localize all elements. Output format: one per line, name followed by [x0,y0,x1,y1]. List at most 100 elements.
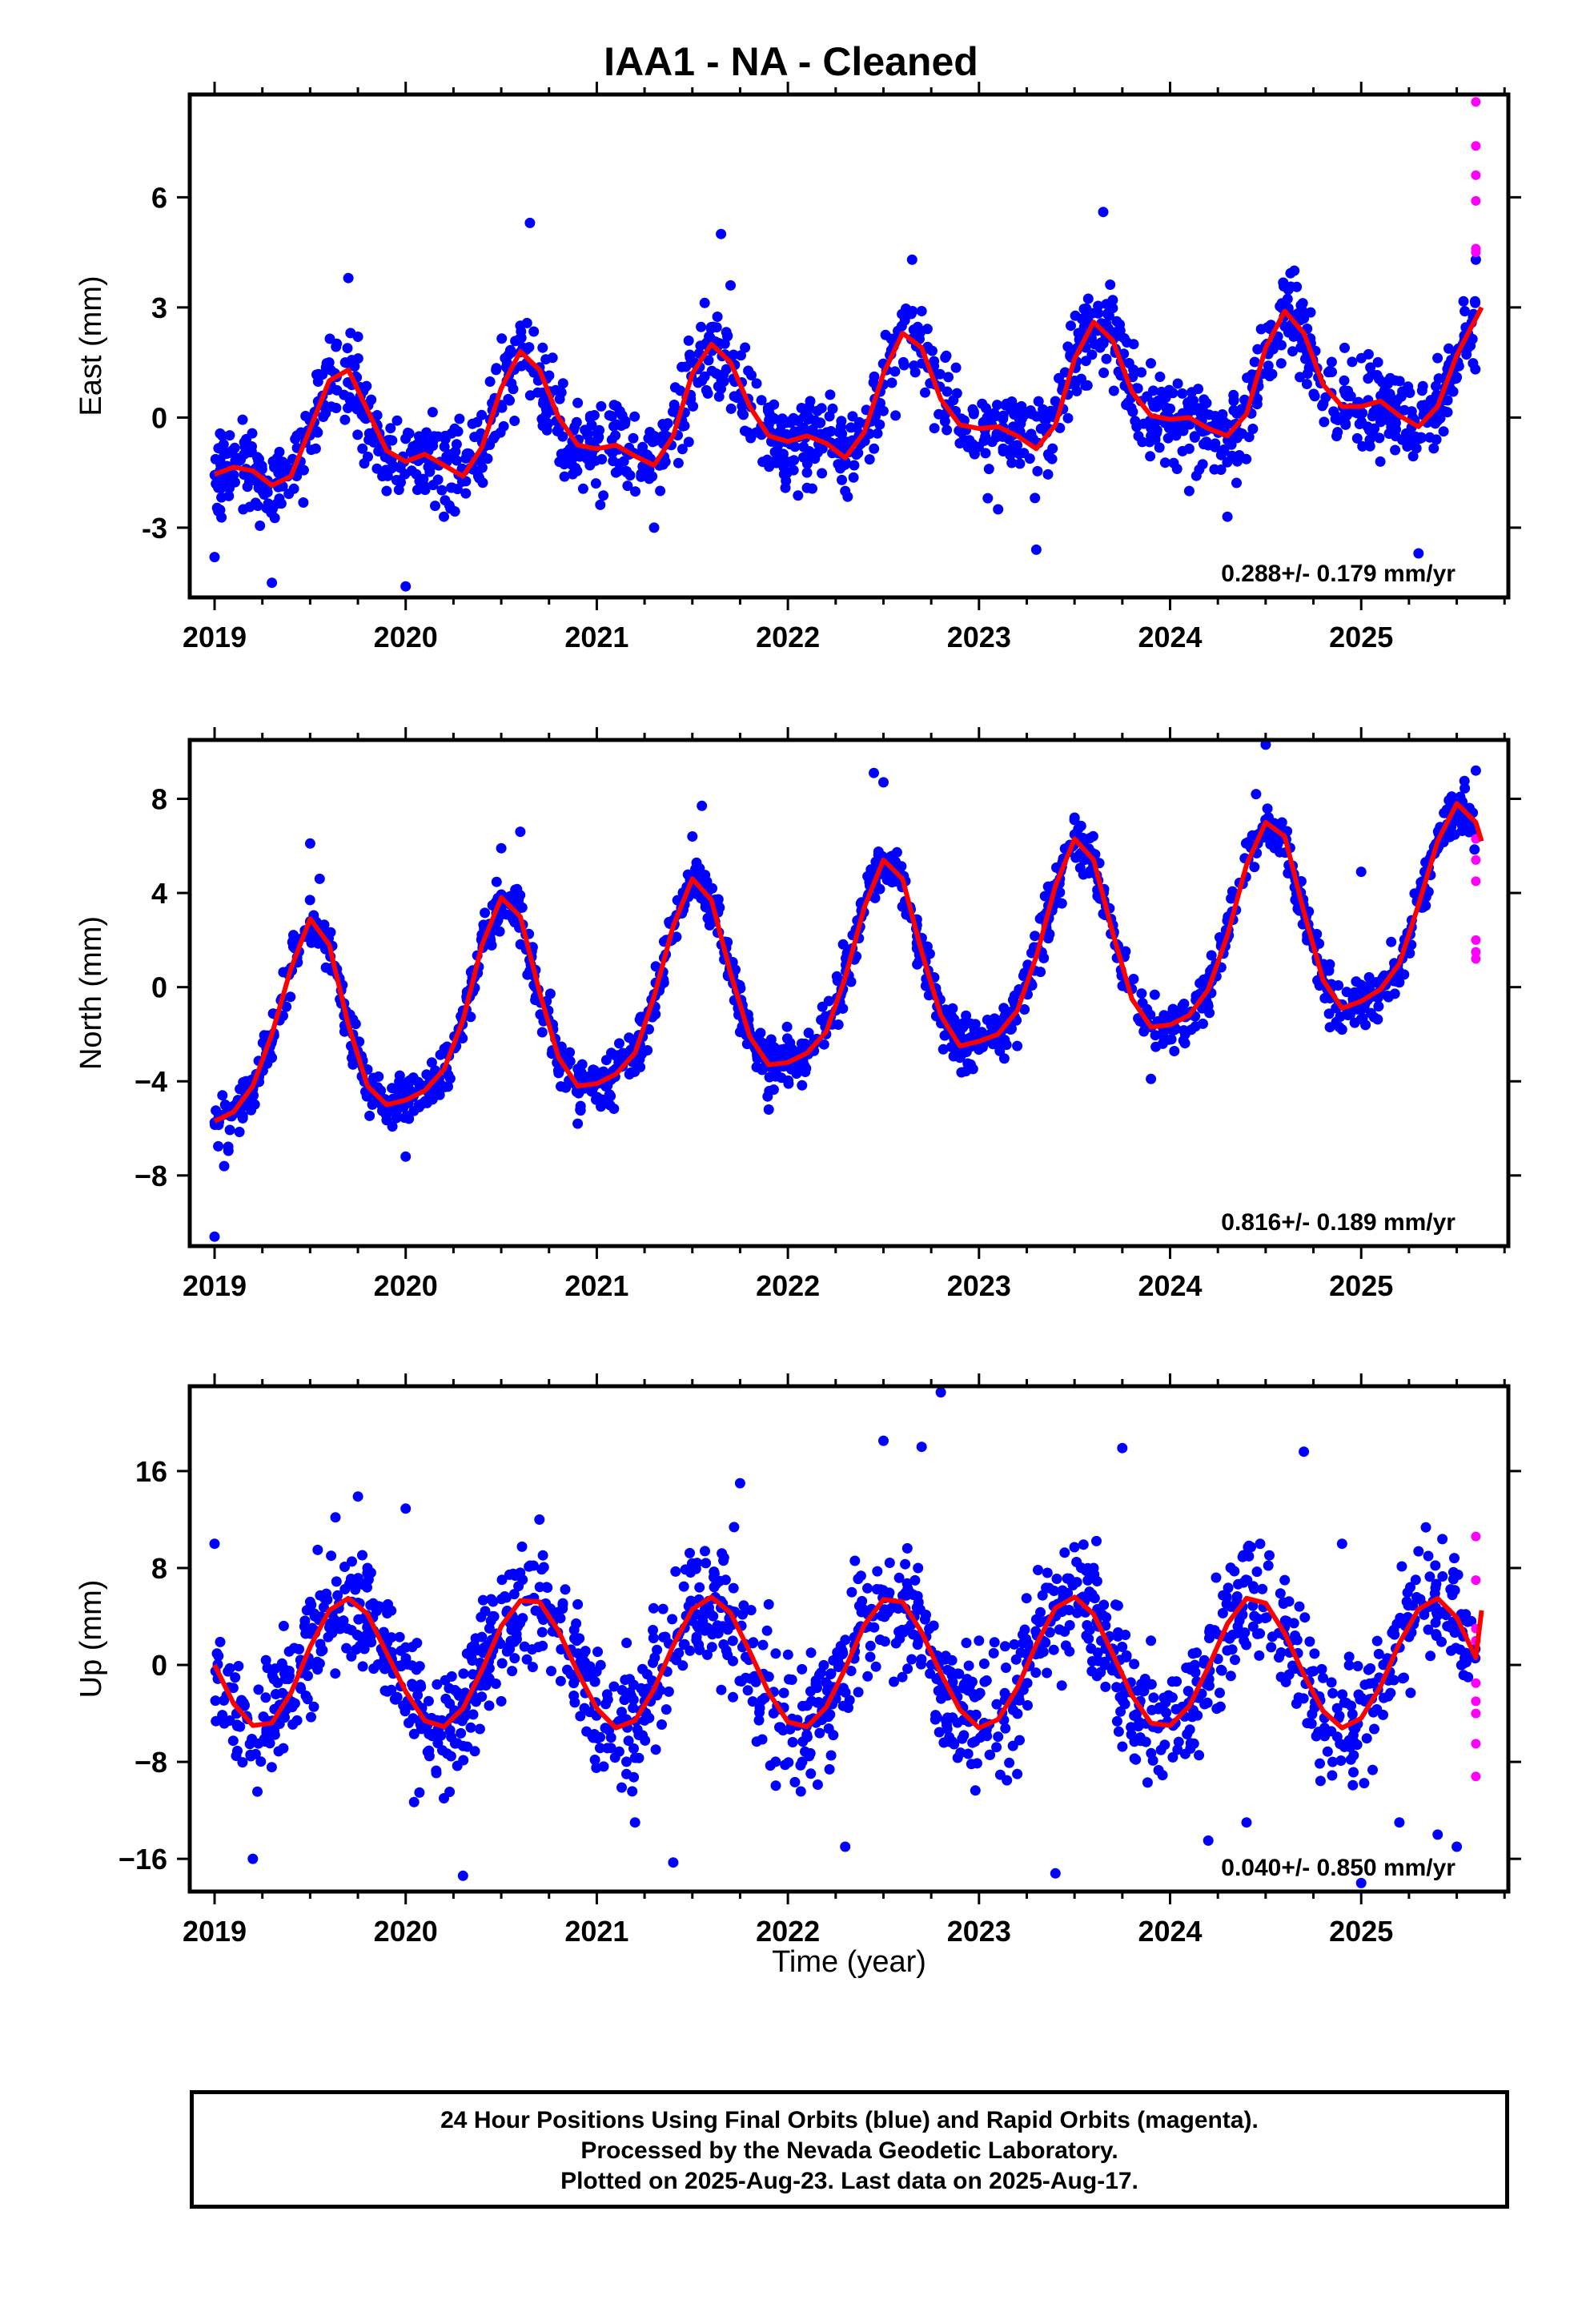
final-point [299,1615,311,1626]
final-point [940,1651,951,1662]
final-point [441,451,452,462]
final-point [1086,1643,1097,1654]
final-point [807,424,818,435]
final-point [783,1078,794,1089]
final-point [1346,1700,1357,1711]
final-point [1078,832,1088,843]
final-point [1179,1748,1191,1759]
final-point [310,443,321,454]
final-point [991,1742,1002,1753]
final-point [313,368,324,380]
final-point [1062,341,1074,352]
final-point [1102,308,1113,320]
final-point [1275,846,1285,858]
final-orbit-points [209,739,1481,1242]
panel-2: 2019 2020 2021 2022 2023 2024 2025−16−80816Up … [74,1373,1521,1948]
final-point [1276,340,1287,351]
final-point [1363,373,1374,384]
final-point [992,1039,1003,1050]
final-point [291,1715,303,1726]
final-point [1126,1729,1137,1740]
final-point [452,484,463,495]
final-point [713,381,724,392]
final-point [476,1611,487,1622]
final-point [1177,388,1188,399]
final-point [991,428,1002,440]
final-point [260,1692,271,1703]
final-point [1066,1576,1077,1587]
final-point [536,1564,548,1575]
final-point [501,1646,512,1657]
final-point [853,416,865,428]
final-point [371,463,383,474]
final-point [942,386,953,397]
final-point [947,1677,958,1687]
final-point [331,341,342,352]
final-point [694,1582,705,1593]
final-point [797,1080,808,1091]
final-point [872,428,883,439]
y-tick-label: −8 [135,1160,167,1192]
final-point [885,333,897,344]
final-point [1147,1755,1158,1766]
final-point [934,1727,945,1738]
final-point [352,1491,363,1502]
final-point [247,428,258,439]
final-point [1117,1642,1128,1652]
final-point [734,1478,745,1489]
final-point [1252,393,1263,404]
final-point [728,1691,738,1703]
final-point [454,413,465,424]
final-point [278,1743,289,1754]
final-point [444,1725,456,1735]
final-point [215,460,227,471]
final-point [1034,1648,1046,1659]
final-point [940,1004,951,1015]
final-point [1306,1718,1317,1729]
final-point [1048,1644,1059,1655]
final-point [496,333,508,344]
final-point [1359,1679,1371,1691]
final-point [598,1066,609,1077]
final-point [797,1736,809,1747]
final-point [491,364,502,376]
final-point [404,1718,414,1728]
final-point [608,420,619,432]
final-point [878,1435,889,1446]
final-point [1186,387,1197,398]
final-point [1305,307,1316,318]
final-point [1299,313,1310,324]
final-point [1249,862,1260,873]
final-point [1309,391,1320,402]
final-point [1216,1665,1227,1676]
final-point [857,1595,868,1606]
final-point [747,1638,758,1649]
final-point [925,1668,936,1679]
final-point [468,1709,479,1720]
final-point [1004,1757,1015,1768]
final-point [1018,1629,1028,1640]
final-point [594,1743,605,1754]
final-point [560,1082,571,1092]
final-point [302,1694,313,1705]
final-point [812,1779,823,1790]
final-point [1042,1667,1053,1679]
final-point [827,403,838,414]
final-point [238,504,249,515]
final-point [1161,402,1172,413]
final-point [837,474,847,485]
final-point [703,355,714,366]
final-point [556,387,567,398]
final-point [412,485,423,496]
final-point [608,1104,620,1114]
final-point [368,1663,379,1675]
final-point [515,320,526,332]
final-point [621,1768,632,1779]
final-point [1251,1566,1263,1578]
final-point [217,1090,228,1101]
final-point [1204,1623,1215,1634]
final-point [1249,356,1260,368]
final-point [938,1043,949,1055]
final-point [1183,485,1195,497]
final-point [1349,1017,1360,1028]
